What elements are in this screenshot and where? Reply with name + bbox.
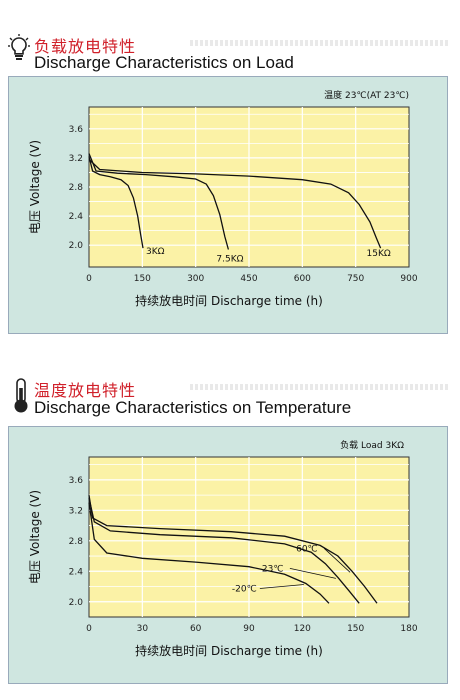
x-tick-label: 600: [294, 274, 311, 284]
x-tick-label: 180: [400, 624, 417, 634]
series-line: [88, 158, 382, 249]
y-axis-label: 电压 Voltage (V): [28, 490, 42, 584]
series-label: 60℃: [296, 544, 318, 554]
series-label: 23℃: [262, 564, 284, 574]
y-axis-label: 电压 Voltage (V): [28, 140, 42, 234]
x-axis-label: 持续放电时间 Discharge time (h): [135, 293, 323, 308]
series-label: 3KΩ: [146, 247, 165, 257]
chart-note: 负载 Load 3KΩ: [340, 439, 404, 451]
chart-panel-temperature: 0 30 60 90 120 150 180 2.0 2.4 2.8 3.2 3.6 60℃ 23℃ -20…: [8, 426, 448, 684]
section-temperature: 温度放电特性 Discharge Characteristics on Temp…: [0, 350, 460, 700]
series-leader-line: [323, 547, 351, 573]
series-line: [88, 153, 230, 250]
x-tick-label: 0: [86, 624, 92, 634]
header-decoration: [190, 40, 450, 46]
series-leader-line: [259, 584, 304, 589]
x-tick-label: 0: [86, 274, 92, 284]
series-line: [88, 156, 144, 249]
series-line: [88, 497, 360, 604]
section-title-en: Discharge Characteristics on Load: [34, 53, 294, 72]
series-line: [88, 494, 378, 604]
x-tick-label: 750: [347, 274, 364, 284]
x-tick-label: 900: [400, 274, 417, 284]
y-tick-label: 2.4: [69, 212, 84, 222]
y-tick-label: 2.4: [69, 567, 84, 577]
x-tick-label: 450: [240, 274, 257, 284]
thermometer-icon: [14, 378, 28, 413]
y-tick-label: 3.2: [69, 154, 83, 164]
section-title-cn: 温度放电特性: [34, 381, 137, 400]
series-label: 15KΩ: [367, 249, 391, 259]
x-axis-label: 持续放电时间 Discharge time (h): [135, 643, 323, 658]
x-tick-label: 150: [347, 624, 364, 634]
x-tick-label: 30: [137, 624, 149, 634]
section-title-en: Discharge Characteristics on Temperature: [34, 398, 352, 417]
x-tick-label: 90: [243, 624, 255, 634]
chart-load: 0 150 300 450 600 750 900 2.0 2.4 2.8 3.2 3.6 3KΩ 7.5…: [28, 89, 418, 308]
chart-note: 温度 23℃(AT 23℃): [324, 89, 409, 101]
series-label: -20℃: [232, 584, 257, 594]
x-tick-label: 150: [134, 274, 151, 284]
x-tick-label: 300: [187, 274, 204, 284]
y-tick-label: 2.8: [69, 537, 84, 547]
y-tick-label: 3.6: [69, 476, 84, 486]
x-tick-label: 60: [190, 624, 202, 634]
y-tick-label: 2.8: [69, 183, 84, 193]
series-leader-line: [289, 567, 336, 579]
header-decoration: [190, 384, 450, 390]
y-tick-label: 2.0: [69, 598, 84, 608]
series-label: 7.5KΩ: [216, 255, 243, 265]
y-tick-label: 2.0: [69, 241, 84, 251]
chart-temperature: 0 30 60 90 120 150 180 2.0 2.4 2.8 3.2 3.6 60℃ 23℃ -20…: [28, 439, 418, 658]
section-load: 负载放电特性 Discharge Characteristics on Load…: [8, 34, 450, 334]
series-line: [88, 502, 330, 604]
y-tick-label: 3.2: [69, 506, 83, 516]
section-title-cn: 负载放电特性: [34, 37, 137, 56]
lightbulb-icon: [8, 34, 30, 60]
y-tick-label: 3.6: [69, 125, 84, 135]
chart-panel-load: 0 150 300 450 600 750 900 2.0 2.4 2.8 3.2 3.6 3KΩ 7.5…: [8, 76, 448, 334]
x-tick-label: 120: [294, 624, 311, 634]
